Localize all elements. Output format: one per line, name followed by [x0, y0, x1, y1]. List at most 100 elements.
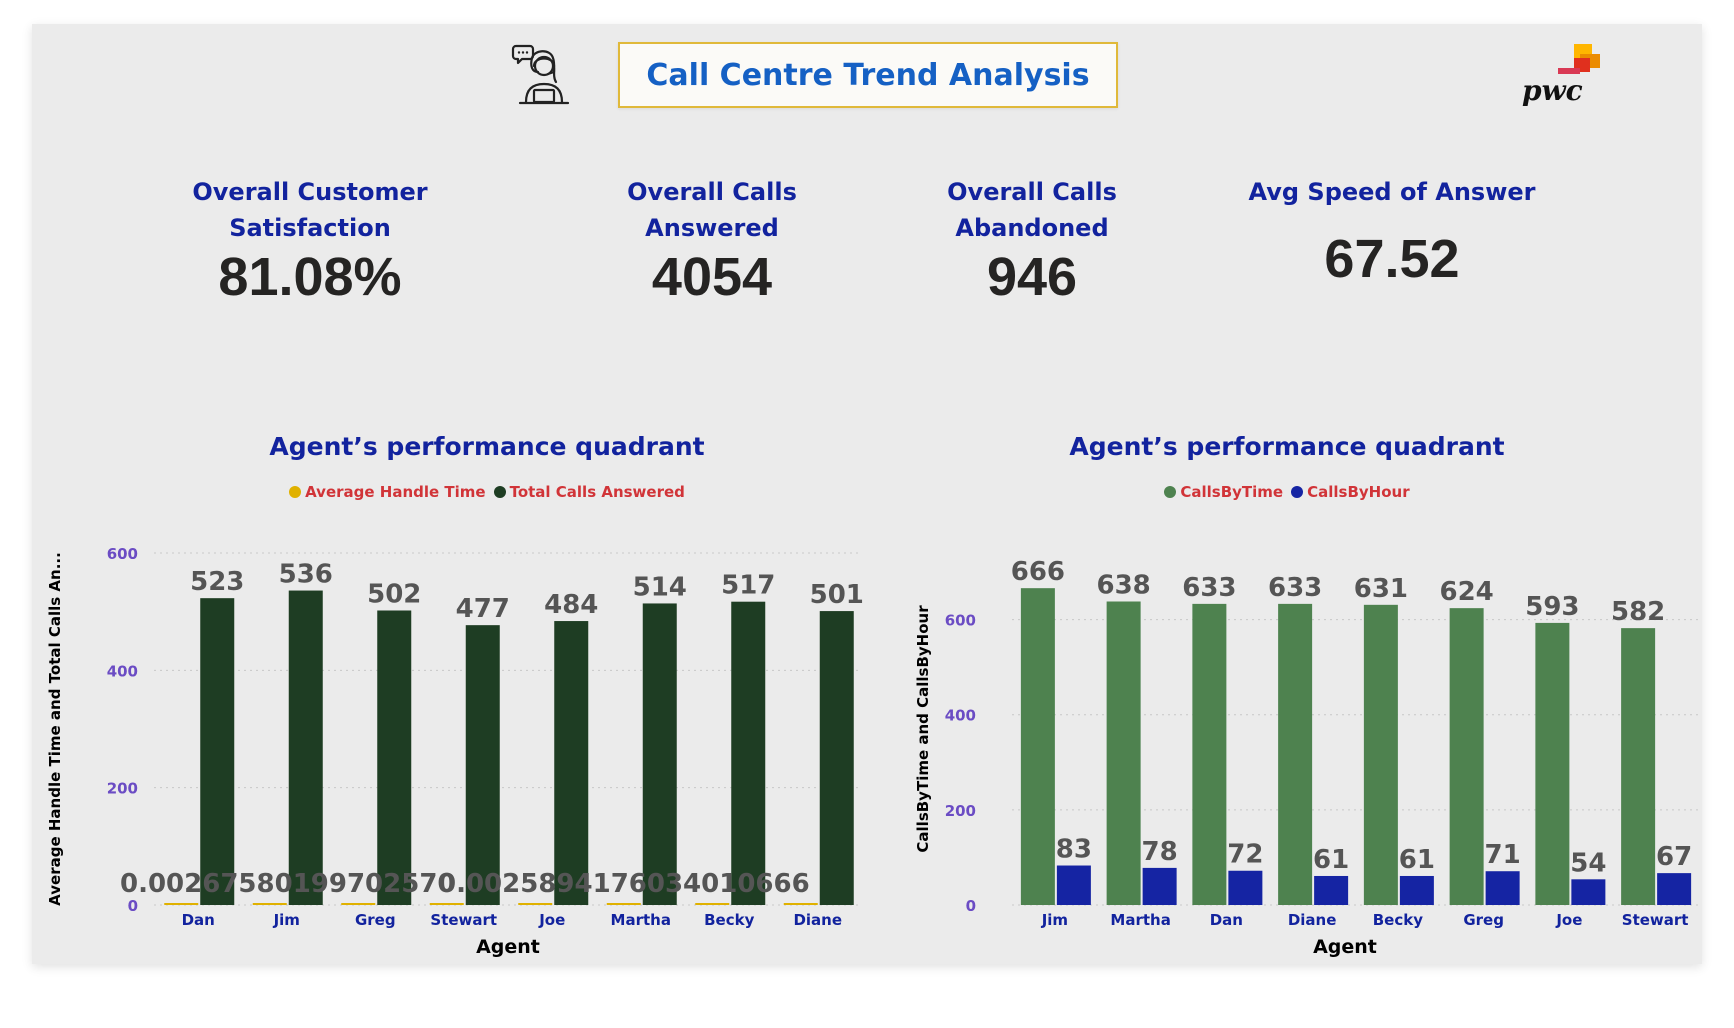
chart1-data-label-total-calls-answered: 536 [279, 560, 333, 590]
chart1-y-tick-label: 200 [107, 780, 138, 798]
chart1-x-tick-label: Martha [611, 911, 671, 929]
chart2-bar-callsbyhour [1571, 879, 1606, 905]
kpi-label-calls-abandoned: Overall Calls Abandoned [947, 178, 1117, 242]
chart2-x-tick-label: Martha [1110, 911, 1170, 929]
chart2-y-tick-label: 200 [945, 802, 976, 820]
chart1-bar-avg-handle-time [341, 903, 376, 905]
chart1-data-label-total-calls-answered: 502 [367, 579, 421, 609]
chart1-bar-avg-handle-time [252, 903, 287, 905]
chart2-data-label-callsbyhour: 54 [1570, 848, 1606, 878]
chart1-data-label-aht-left: 0.00267580199702570 [120, 869, 456, 899]
call-agent-icon [511, 44, 570, 105]
chart1-x-tick-label: Becky [704, 911, 754, 929]
chart1-bar-avg-handle-time [606, 903, 641, 905]
kpi-label-calls-answered: Overall Calls Answered [627, 178, 797, 242]
chart2-bar-callsbyhour [1485, 871, 1520, 905]
chart2-y-tick-label: 0 [966, 897, 976, 915]
chart2-bar-callsbytime [1363, 604, 1398, 905]
chart1-x-tick-label: Joe [538, 911, 565, 929]
chart2-data-label-callsbyhour: 61 [1399, 845, 1435, 875]
chart2-x-tick-label: Stewart [1622, 911, 1689, 929]
kpi-label-speed-of-answer: Avg Speed of Answer [1248, 178, 1536, 206]
chart1-y-tick-label: 0 [128, 897, 138, 915]
chart1-bar-avg-handle-time [429, 903, 464, 905]
chart1-data-label-total-calls-answered: 501 [810, 580, 864, 610]
dashboard-title-box: Call Centre Trend Analysis [618, 42, 1118, 108]
pwc-logo-mark [1558, 44, 1600, 74]
chart2-bar-callsbyhour [1399, 875, 1434, 905]
chart2-data-label-callsbytime: 631 [1354, 574, 1408, 604]
chart1-bar-avg-handle-time [518, 903, 553, 905]
chart2-plot: 0 200 400 600 CallsByTime and CallsByHour Age… [914, 557, 1698, 958]
chart1-legend-item-aht[interactable]: Average Handle Time [289, 483, 486, 501]
chart2-data-label-callsbytime: 638 [1096, 570, 1150, 600]
chart1-legend-label-aht: Average Handle Time [305, 483, 486, 501]
chart2-bar-callsbytime [1621, 628, 1656, 905]
chart2-legend-item-callsbytime[interactable]: CallsByTime [1164, 483, 1283, 501]
chart1-bar-total-calls-answered [465, 625, 500, 905]
chart1-data-label-aht-right: 0.0025894176034010666 [438, 869, 810, 899]
chart2-data-label-callsbytime: 633 [1268, 573, 1322, 603]
dashboard-panel: Call Centre Trend Analysis pwc Overall C… [32, 24, 1702, 964]
chart2-legend-label-callsbyhour: CallsByHour [1307, 483, 1410, 501]
chart2-data-label-callsbyhour: 61 [1313, 845, 1349, 875]
chart1-data-label-total-calls-answered: 514 [633, 572, 687, 602]
chart1-legend: Average Handle Time Total Calls Answered [42, 483, 932, 501]
chart1-x-tick-label: Dan [182, 911, 215, 929]
chart2-bar-callsbytime [1106, 601, 1141, 905]
pwc-logo: pwc [1522, 44, 1632, 128]
chart2-bar-callsbyhour [1056, 865, 1091, 905]
chart1-legend-label-tca: Total Calls Answered [509, 483, 685, 501]
chart1-legend-dot-tca [493, 486, 506, 498]
chart2-data-label-callsbytime: 633 [1182, 573, 1236, 603]
chart2-legend-item-callsbyhour[interactable]: CallsByHour [1291, 483, 1410, 501]
chart1-data-label-total-calls-answered: 523 [190, 567, 244, 597]
chart1-bar-total-calls-answered [819, 611, 854, 905]
chart1-bar-total-calls-answered [200, 598, 235, 905]
chart2-bar-callsbytime [1192, 603, 1227, 905]
chart1-x-axis-label: Agent [476, 936, 540, 958]
chart2-legend-label-callsbytime: CallsByTime [1180, 483, 1284, 501]
chart1-x-tick-label: Diane [793, 911, 842, 929]
chart2-x-tick-label: Joe [1555, 911, 1582, 929]
chart1-legend-item-tca[interactable]: Total Calls Answered [493, 483, 685, 501]
chart1-y-tick-label: 600 [107, 545, 138, 563]
chart2-bar-callsbytime [1020, 588, 1055, 905]
chart2-bar-callsbyhour [1228, 870, 1263, 905]
chart1-title: Agent’s performance quadrant [269, 432, 705, 461]
kpi-value-calls-answered: 4054 [651, 247, 773, 307]
chart1-y-axis-label: Average Handle Time and Total Calls An..… [46, 552, 64, 906]
chart2-bar-callsbyhour [1142, 867, 1177, 905]
chart2-legend-dot-callsbytime [1164, 486, 1177, 498]
chart1-data-label-total-calls-answered: 517 [721, 571, 775, 601]
chart2-data-label-callsbytime: 593 [1525, 592, 1579, 622]
chart1-y-tick-label: 400 [107, 662, 138, 680]
chart2-bar-callsbyhour [1314, 875, 1349, 905]
chart2-data-label-callsbytime: 582 [1611, 597, 1665, 627]
chart2-data-label-callsbytime: 624 [1439, 577, 1493, 607]
chart2-x-axis-label: Agent [1313, 936, 1377, 958]
kpi-value-calls-abandoned: 946 [986, 247, 1078, 307]
kpi-value-satisfaction: 81.08% [218, 247, 402, 307]
chart1-bar-total-calls-answered [731, 601, 766, 905]
chart2-data-label-callsbyhour: 67 [1656, 842, 1692, 872]
chart2-title: Agent’s performance quadrant [1069, 432, 1505, 461]
chart2-x-tick-label: Jim [1041, 911, 1068, 929]
chart2-y-tick-label: 400 [945, 707, 976, 725]
chart1-x-tick-label: Jim [273, 911, 300, 929]
chart2-bar-callsbytime [1278, 603, 1313, 905]
chart2-data-label-callsbyhour: 72 [1227, 840, 1263, 870]
chart2-x-tick-label: Diane [1288, 911, 1337, 929]
dashboard-title: Call Centre Trend Analysis [646, 57, 1090, 93]
chart1-data-label-total-calls-answered: 484 [544, 590, 598, 620]
chart2-data-label-callsbyhour: 71 [1485, 840, 1521, 870]
chart2-legend-dot-callsbyhour [1291, 486, 1304, 498]
kpi-value-speed-of-answer: 67.52 [1324, 229, 1460, 289]
chart1-plot: 0 200 400 600 Average Handle Time and Total … [46, 545, 864, 958]
chart2-bar-callsbyhour [1657, 873, 1692, 905]
chart1-legend-dot-aht [289, 486, 302, 498]
chart2-y-tick-label: 600 [945, 612, 976, 630]
chart1-x-tick-label: Greg [355, 911, 396, 929]
chart2-bar-callsbytime [1449, 608, 1484, 905]
chart1-x-tick-label: Stewart [430, 911, 497, 929]
